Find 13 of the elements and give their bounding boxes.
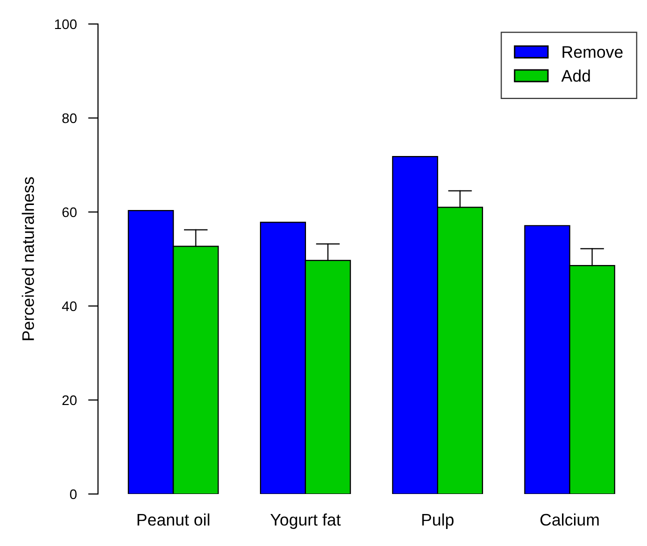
x-tick-label: Peanut oil [138,513,210,526]
x-tick-label: Pulp [422,513,454,529]
y-tick-label: 20 [62,395,77,406]
y-axis-title: Perceived naturalness [22,177,34,340]
y-tick-label: 40 [62,301,77,312]
legend-label: Add [561,70,590,82]
y-tick-label: 100 [55,19,77,30]
y-tick-label: 0 [70,489,77,500]
y-tick-label: 60 [62,207,77,218]
legend-label: Remove [562,46,623,58]
x-tick-label: Calcium [540,513,599,526]
x-tick-label: Yogurt fat [270,513,341,529]
y-tick-label: 80 [62,113,77,124]
